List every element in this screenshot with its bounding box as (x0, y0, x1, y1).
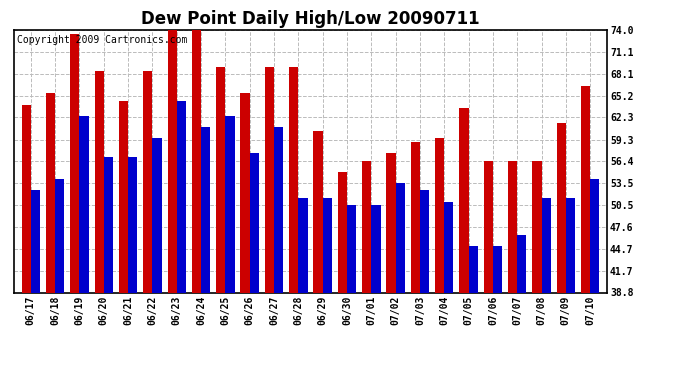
Bar (21, 105, 31, 375)
Bar (152, 138, 161, 375)
Bar (226, 116, 235, 375)
Bar (444, 201, 453, 375)
Bar (298, 198, 308, 375)
Bar (240, 93, 250, 375)
Bar (46, 93, 55, 375)
Bar (168, 30, 177, 375)
Bar (274, 127, 284, 375)
Bar (323, 198, 332, 375)
Bar (144, 71, 152, 375)
Bar (128, 157, 137, 375)
Bar (347, 205, 356, 375)
Text: Copyright 2009 Cartronics.com: Copyright 2009 Cartronics.com (17, 35, 187, 45)
Bar (420, 190, 429, 375)
Bar (518, 235, 526, 375)
Bar (469, 246, 477, 375)
Bar (216, 67, 226, 375)
Bar (435, 138, 444, 375)
Bar (313, 130, 323, 375)
Bar (250, 153, 259, 375)
Bar (532, 161, 542, 375)
Bar (542, 198, 551, 375)
Bar (337, 172, 347, 375)
Bar (177, 101, 186, 375)
Bar (484, 161, 493, 375)
Bar (493, 246, 502, 375)
Bar (95, 71, 103, 375)
Bar (289, 67, 298, 375)
Bar (70, 34, 79, 375)
Bar (581, 86, 590, 375)
Bar (508, 161, 518, 375)
Bar (371, 205, 381, 375)
Bar (460, 108, 469, 375)
Bar (395, 183, 405, 375)
Bar (79, 116, 89, 375)
Bar (411, 142, 420, 375)
Bar (566, 198, 575, 375)
Bar (362, 161, 371, 375)
Bar (119, 101, 128, 375)
Bar (557, 123, 566, 375)
Bar (31, 190, 40, 375)
Bar (590, 179, 600, 375)
Bar (55, 179, 64, 375)
Bar (104, 157, 113, 375)
Bar (386, 153, 395, 375)
Title: Dew Point Daily High/Low 20090711: Dew Point Daily High/Low 20090711 (141, 10, 480, 28)
Bar (201, 127, 210, 375)
Bar (192, 30, 201, 375)
Bar (265, 67, 274, 375)
